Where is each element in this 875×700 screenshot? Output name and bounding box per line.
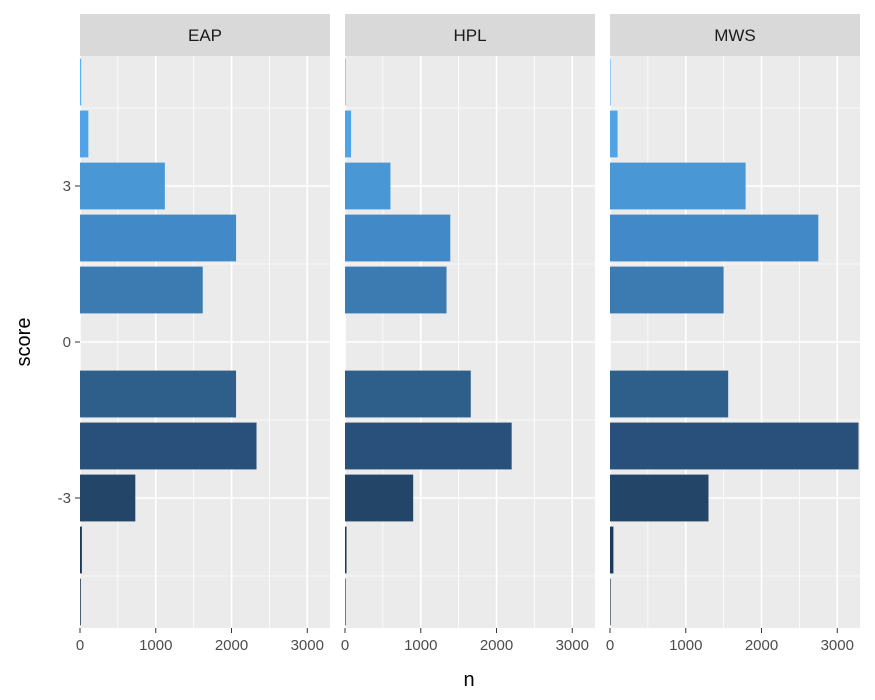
bar-hpl-score--1 [345, 370, 471, 418]
x-tick-label: 1000 [404, 637, 437, 654]
facet-panel-eap: EAP 0 1000 2000 3000 [76, 14, 330, 654]
bar-eap-score-1 [80, 266, 203, 314]
bar-hpl-score--2 [345, 422, 512, 470]
bar-mws-score-1 [610, 266, 724, 314]
x-tick-label: 2000 [745, 637, 778, 654]
bar-mws-score-3 [610, 162, 746, 210]
facet-panel-hpl: HPL 0 1000 2000 3000 [341, 14, 595, 654]
bar-hpl-score-1 [345, 266, 447, 314]
bar-eap-score-4 [80, 110, 89, 158]
bar-mws-score--2 [610, 422, 859, 470]
x-tick-label: 0 [606, 637, 614, 654]
bar-hpl-score-4 [345, 110, 352, 158]
facet-strip-label: MWS [714, 26, 756, 45]
x-axis-title: n [463, 669, 474, 691]
y-tick-label: 3 [63, 178, 71, 195]
bar-eap-score--3 [80, 474, 136, 522]
facet-strip [80, 14, 330, 56]
y-tick-label: 0 [63, 334, 71, 351]
bar-mws-score--1 [610, 370, 729, 418]
bar-hpl-score-2 [345, 214, 451, 262]
x-tick-label: 1000 [669, 637, 702, 654]
x-tick-label: 3000 [291, 637, 324, 654]
bar-hpl-score--4 [345, 526, 347, 574]
x-tick-label: 3000 [556, 637, 589, 654]
bar-eap-score-3 [80, 162, 165, 210]
x-tick-label: 2000 [215, 637, 248, 654]
y-axis-title: score [13, 318, 35, 367]
bar-mws-score-5 [610, 58, 611, 106]
bar-mws-score--5 [610, 578, 611, 626]
bar-mws-score--4 [610, 526, 614, 574]
bar-eap-score-5 [80, 58, 82, 106]
bar-hpl-score--3 [345, 474, 414, 522]
x-tick-label: 2000 [480, 637, 513, 654]
facet-strip-label: HPL [453, 26, 486, 45]
bar-eap-score-2 [80, 214, 237, 262]
x-tick-label: 0 [76, 637, 84, 654]
facet-strip-label: EAP [188, 26, 222, 45]
bar-mws-score--3 [610, 474, 709, 522]
bar-hpl-score--5 [345, 578, 346, 626]
bar-eap-score--1 [80, 370, 237, 418]
bar-hpl-score-3 [345, 162, 391, 210]
bar-mws-score-2 [610, 214, 819, 262]
bar-eap-score--2 [80, 422, 257, 470]
x-tick-label: 1000 [139, 637, 172, 654]
facet-panel-mws: MWS 0 1000 2000 3000 [606, 14, 860, 654]
bar-eap-score--4 [80, 526, 82, 574]
bar-mws-score-4 [610, 110, 618, 158]
x-tick-label: 0 [341, 637, 349, 654]
x-tick-label: 3000 [821, 637, 854, 654]
facet-strip [610, 14, 860, 56]
y-tick-label: -3 [58, 490, 71, 507]
facet-strip [345, 14, 595, 56]
bar-hpl-score-5 [345, 58, 346, 106]
bar-eap-score--5 [80, 578, 81, 626]
